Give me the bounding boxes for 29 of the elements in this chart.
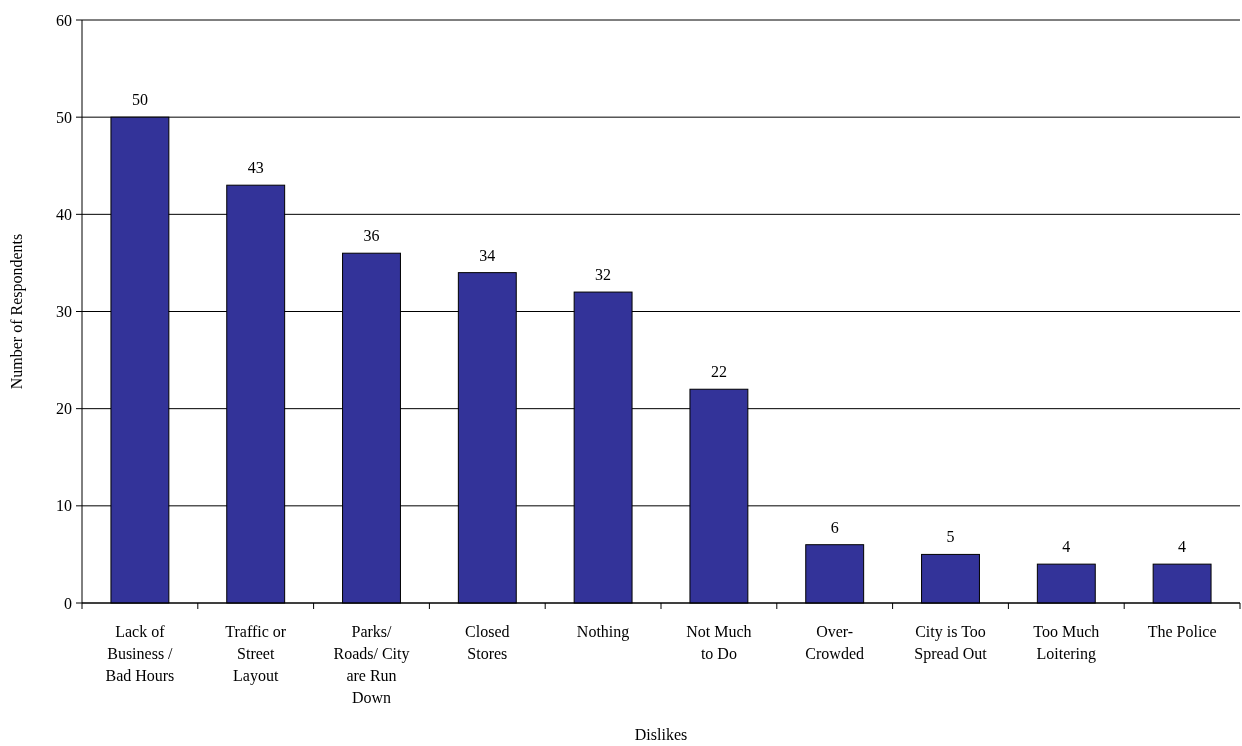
x-tick-label: Nothing [576,623,630,641]
data-label: 36 [363,227,380,245]
x-tick-label: Traffic or Street Layout [225,623,287,685]
data-label: 50 [131,91,148,109]
x-tick-label: Lack of Business / Bad Hours [105,623,175,684]
y-tick-label: 10 [56,497,72,515]
x-tick-label: Closed Stores [465,623,510,662]
x-tick-label: City is Too Spread Out [914,623,988,663]
data-label: 43 [247,159,264,177]
y-tick-label: 30 [56,303,72,321]
data-label: 4 [1178,538,1187,556]
x-tick-label: Parks/ Roads/ City are Run Down [333,623,410,706]
data-label: 22 [710,363,727,381]
data-label: 4 [1062,538,1071,556]
y-tick-label: 40 [56,205,72,223]
y-tick-label: 0 [64,594,72,612]
data-label: 5 [946,528,955,546]
data-label: 6 [830,518,839,536]
data-label: 32 [595,266,612,284]
y-tick-label: 20 [56,400,72,418]
x-tick-label: The Police [1147,623,1217,640]
x-tick-label: Over- Crowded [805,623,865,662]
y-tick-label: 50 [56,108,72,126]
x-axis-title: Dislikes [634,726,688,743]
data-label: 34 [479,246,496,264]
x-tick-label: Too Much Loitering [1033,623,1100,663]
x-tick-label: Not Much to Do [686,623,752,662]
y-tick-label: 60 [56,11,72,29]
y-axis-title: Number of Respondents [8,233,26,390]
